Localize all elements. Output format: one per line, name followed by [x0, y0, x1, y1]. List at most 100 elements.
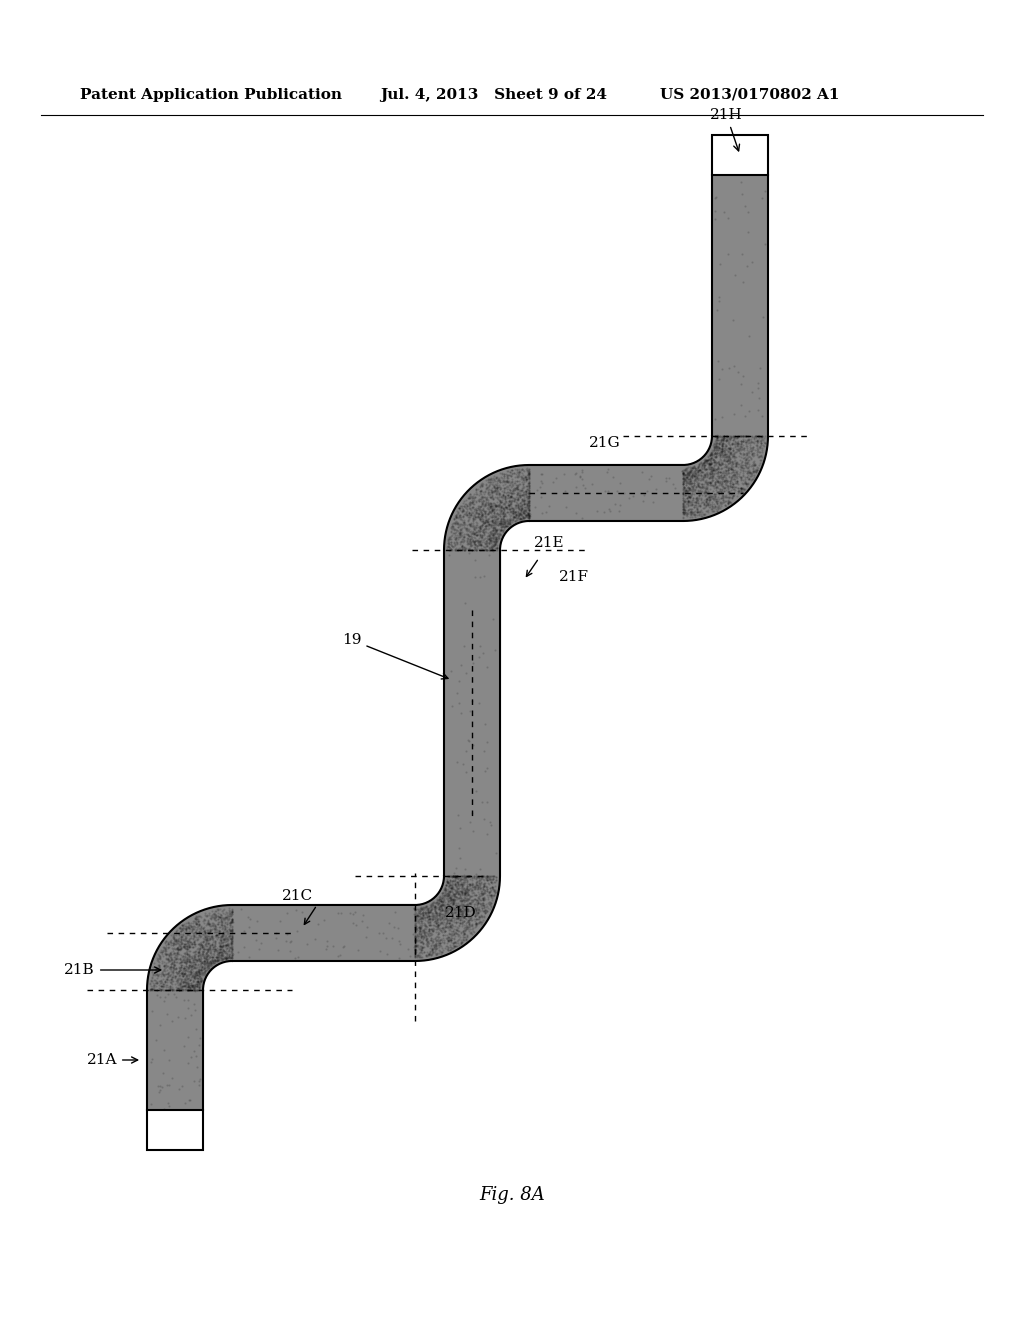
Point [692, 503, 709, 524]
Point [708, 483, 724, 504]
Point [459, 517, 475, 539]
Point [677, 461, 693, 482]
Point [155, 979, 171, 1001]
Point [735, 450, 752, 471]
Point [755, 445, 771, 466]
Point [709, 496, 725, 517]
Point [712, 453, 728, 474]
Point [460, 513, 476, 535]
Point [158, 964, 174, 985]
Point [419, 911, 435, 932]
Point [714, 436, 730, 457]
Point [166, 1073, 182, 1094]
Point [442, 886, 459, 907]
Point [459, 873, 475, 894]
Point [512, 473, 528, 494]
Point [158, 979, 174, 1001]
Point [493, 503, 509, 524]
Point [506, 486, 522, 507]
Point [753, 426, 769, 447]
Point [481, 483, 498, 504]
Point [716, 428, 732, 449]
Point [706, 455, 722, 477]
Point [426, 906, 442, 927]
Point [746, 425, 763, 446]
Point [170, 923, 186, 944]
Point [489, 484, 506, 506]
Point [754, 430, 770, 451]
Point [446, 866, 463, 887]
Point [703, 457, 720, 478]
Point [729, 438, 745, 459]
Point [222, 928, 239, 949]
Point [195, 958, 211, 979]
Point [509, 478, 525, 499]
Point [466, 896, 482, 917]
Point [222, 907, 239, 928]
Point [693, 478, 710, 499]
Point [728, 488, 744, 510]
Point [178, 944, 195, 965]
Point [517, 498, 534, 519]
Point [497, 474, 513, 495]
Point [195, 948, 211, 969]
Point [690, 459, 707, 480]
Point [694, 499, 711, 520]
Point [444, 524, 461, 545]
Point [180, 966, 197, 987]
Point [483, 519, 500, 540]
Point [733, 458, 750, 479]
Point [473, 878, 489, 899]
Point [520, 495, 537, 516]
Point [495, 511, 511, 532]
Point [167, 968, 183, 989]
Point [416, 917, 432, 939]
Point [168, 975, 184, 997]
Point [478, 500, 495, 521]
Point [678, 471, 694, 492]
Point [463, 915, 479, 936]
Point [458, 539, 474, 560]
Point [434, 908, 451, 929]
Point [719, 469, 735, 490]
Point [498, 506, 514, 527]
Point [476, 496, 493, 517]
Point [205, 921, 221, 942]
Point [438, 871, 455, 892]
Point [471, 904, 487, 925]
Point [452, 529, 468, 550]
Point [169, 953, 185, 974]
Point [222, 948, 239, 969]
Point [407, 928, 423, 949]
Point [708, 425, 724, 446]
Point [493, 513, 509, 535]
Point [438, 903, 455, 924]
Point [719, 426, 735, 447]
Point [521, 488, 538, 510]
Point [452, 525, 468, 546]
Point [485, 540, 502, 561]
Point [718, 491, 734, 512]
Point [190, 937, 207, 958]
Point [709, 477, 725, 498]
Point [422, 906, 438, 927]
Point [716, 494, 732, 515]
Point [472, 884, 488, 906]
Point [441, 886, 458, 907]
Point [483, 612, 500, 634]
Point [481, 529, 498, 550]
Point [189, 961, 206, 982]
Point [724, 479, 740, 500]
Point [493, 487, 509, 508]
Point [205, 928, 221, 949]
Point [454, 875, 470, 896]
Point [455, 929, 471, 950]
Point [455, 503, 471, 524]
Point [449, 906, 465, 927]
Point [726, 462, 742, 483]
Point [480, 533, 497, 554]
Point [482, 528, 499, 549]
Point [706, 446, 722, 467]
Point [215, 923, 231, 944]
Point [726, 425, 742, 446]
